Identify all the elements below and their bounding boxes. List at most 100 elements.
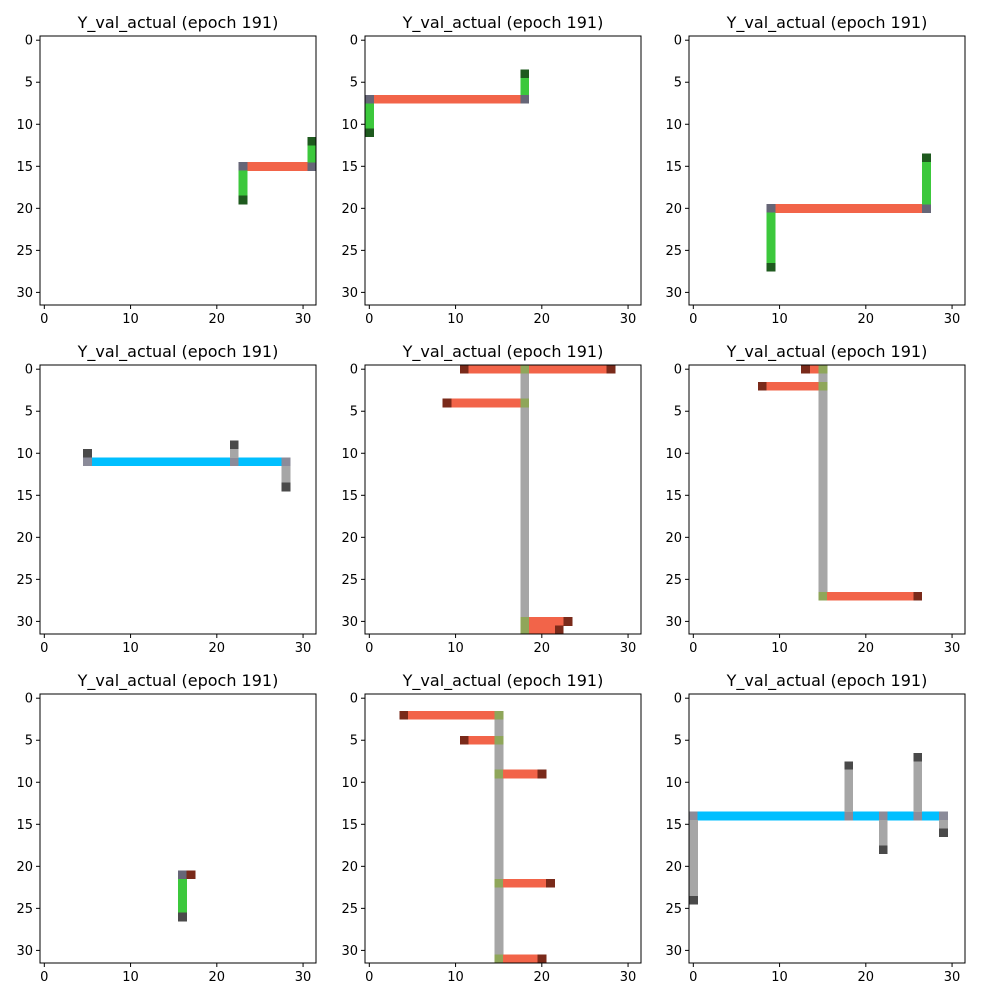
y-tick-label: 5	[350, 734, 358, 749]
heatmap-cell	[689, 895, 698, 905]
y-tick-label: 5	[25, 76, 33, 91]
axes-frame	[688, 35, 966, 306]
heatmap-cell	[91, 457, 231, 467]
x-tick-label: 10	[771, 641, 788, 656]
heatmap-cell	[758, 381, 767, 391]
x-tick-label: 0	[40, 970, 48, 985]
x-tick-label: 20	[858, 970, 875, 985]
chart-title: Y_val_actual (epoch 191)	[402, 342, 604, 362]
heatmap-cell	[494, 878, 504, 888]
heatmap-cell	[809, 365, 819, 374]
x-tick-label: 20	[209, 312, 226, 327]
subplot-4: Y_val_actual (epoch 191) 0 10 20 30 0 5 10 15 20 2…	[16, 342, 317, 656]
heatmap-cell	[520, 69, 530, 79]
heatmap-cell	[520, 398, 530, 408]
heatmap-cell	[913, 811, 923, 821]
heatmap-cell	[528, 365, 607, 374]
y-tick-label: 15	[16, 489, 33, 504]
heatmap-cell	[494, 710, 504, 964]
heatmap-cell	[307, 162, 317, 171]
y-tick-label: 5	[25, 405, 33, 420]
y-tick-label: 25	[16, 573, 33, 588]
heatmap-cell	[503, 769, 538, 779]
heatmap-cell	[852, 811, 880, 821]
heatmap-cell	[373, 94, 521, 104]
heatmap-cell	[878, 820, 888, 846]
x-tick-label: 10	[447, 970, 464, 985]
heatmap-cell	[238, 170, 248, 197]
heatmap-cell	[503, 878, 547, 888]
y-tick-label: 0	[25, 363, 33, 378]
y-tick-label: 0	[674, 363, 682, 378]
axes-frame	[364, 693, 642, 964]
heatmap-cell	[520, 365, 530, 635]
y-tick-label: 5	[350, 76, 358, 91]
heatmap-cell	[520, 94, 530, 104]
x-tick-label: 30	[620, 641, 637, 656]
y-tick-label: 15	[341, 489, 358, 504]
heatmap-cell	[281, 482, 291, 492]
y-tick-label: 30	[16, 944, 33, 959]
heatmap-cell	[520, 78, 530, 96]
x-tick-label: 0	[689, 970, 697, 985]
x-tick-label: 10	[447, 641, 464, 656]
heatmap-cell	[186, 870, 196, 880]
heatmap-cell	[307, 145, 317, 163]
subplot-5: Y_val_actual (epoch 191) 0 10 20 30 0 5 10 15 20 2…	[341, 342, 642, 656]
x-tick-label: 0	[365, 970, 373, 985]
heatmap-cell	[494, 710, 504, 720]
y-tick-label: 10	[16, 118, 33, 133]
y-tick-label: 20	[16, 860, 33, 875]
y-tick-label: 15	[341, 160, 358, 175]
heatmap-cell	[537, 954, 547, 964]
x-tick-label: 20	[534, 970, 551, 985]
chart-title: Y_val_actual (epoch 191)	[726, 13, 928, 33]
heatmap-cell	[281, 457, 291, 467]
chart-title: Y_val_actual (epoch 191)	[402, 13, 604, 33]
heatmap-cell	[844, 811, 854, 821]
heatmap-cell	[494, 954, 504, 964]
y-tick-label: 20	[341, 860, 358, 875]
chart-title: Y_val_actual (epoch 191)	[726, 671, 928, 691]
y-tick-label: 25	[665, 573, 682, 588]
heatmap-cell	[606, 365, 616, 374]
plot-area	[40, 694, 316, 963]
heatmap-cell	[939, 820, 949, 829]
axes-frame	[688, 364, 966, 635]
heatmap-cell	[238, 457, 282, 467]
y-tick-label: 0	[674, 692, 682, 707]
heatmap-cell	[818, 365, 828, 601]
heatmap-cell	[818, 381, 828, 391]
heatmap-cell	[281, 465, 291, 483]
subplot-8: Y_val_actual (epoch 191) 0 10 20 30 0 5 10 15 20 2…	[341, 671, 642, 985]
axes-frame	[364, 35, 642, 306]
heatmap-cell	[229, 440, 239, 450]
y-tick-label: 0	[350, 692, 358, 707]
x-tick-label: 20	[209, 970, 226, 985]
heatmap-cell	[818, 365, 828, 374]
heatmap-cell	[468, 736, 495, 745]
plot-area	[689, 694, 965, 963]
heatmap-cell	[365, 103, 374, 129]
x-tick-label: 30	[944, 641, 961, 656]
y-tick-label: 25	[341, 573, 358, 588]
heatmap-cell	[766, 262, 776, 272]
heatmap-cell	[238, 195, 248, 205]
x-tick-label: 0	[365, 641, 373, 656]
y-tick-label: 20	[665, 531, 682, 546]
x-tick-label: 20	[209, 641, 226, 656]
y-tick-label: 25	[16, 902, 33, 917]
heatmap-cell	[229, 449, 239, 458]
heatmap-cell	[827, 591, 914, 601]
y-tick-label: 15	[341, 818, 358, 833]
heatmap-cell	[307, 136, 317, 146]
y-tick-label: 0	[350, 363, 358, 378]
heatmap-cell	[775, 204, 923, 213]
subplot-9: Y_val_actual (epoch 191) 0 10 20 30 0 5 10 15 20 2…	[665, 671, 966, 985]
axes-frame	[39, 693, 317, 964]
heatmap-cell	[537, 769, 547, 779]
x-tick-label: 20	[534, 641, 551, 656]
heatmap-cell	[399, 710, 409, 720]
x-tick-label: 30	[944, 970, 961, 985]
